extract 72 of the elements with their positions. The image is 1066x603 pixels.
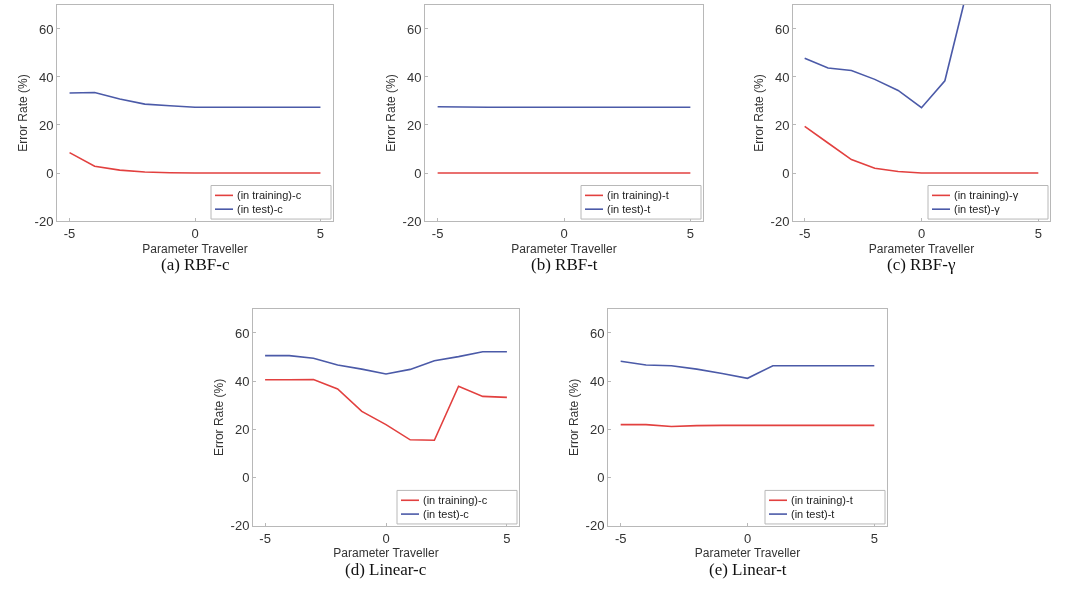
text: (a) RBF-c [161, 255, 230, 274]
y-tick-label: 0 [597, 470, 605, 486]
y-tick-label: 40 [589, 373, 605, 389]
x-tick-label: 0 [743, 530, 752, 546]
y-tick-label: 60 [774, 21, 790, 37]
x-tick-label: 5 [316, 225, 325, 241]
line-series [803, 4, 965, 109]
x-axis-title: Parameter Traveller [333, 546, 439, 561]
line-series [619, 360, 876, 380]
y-tick-label: -20 [230, 518, 250, 534]
legend-label: (in training)-γ [954, 189, 1019, 201]
x-tick-label: -5 [798, 225, 811, 241]
y-tick-label: -20 [770, 213, 790, 229]
y-tick-label: 20 [406, 117, 422, 133]
line-series [264, 350, 508, 375]
legend-label: (in training)-c [423, 494, 488, 506]
line-series [68, 91, 322, 109]
line-series [68, 151, 322, 174]
x-tick-label: 5 [1034, 225, 1042, 241]
y-tick-label: 40 [38, 69, 54, 85]
x-axis-title: Parameter Traveller [694, 546, 801, 561]
y-tick-label: 20 [38, 117, 54, 133]
x-tick-label: 0 [917, 225, 926, 241]
x-tick-label: 0 [191, 225, 199, 241]
y-tick-label: 60 [38, 21, 54, 37]
legend-label: (in test)-c [237, 203, 284, 215]
y-axis-title: Error Rate (%) [566, 378, 581, 457]
y-axis-title: Error Rate (%) [751, 74, 766, 152]
y-tick-label: 40 [774, 69, 790, 85]
y-tick-label: 20 [234, 422, 250, 437]
x-tick-label: -5 [259, 530, 271, 546]
y-tick-label: 20 [589, 422, 605, 437]
y-tick-label: 40 [234, 373, 250, 389]
legend-label: (in training)-t [607, 189, 669, 201]
x-tick-label: 5 [870, 530, 878, 546]
y-tick-label: 60 [234, 325, 250, 341]
x-tick-label: 5 [686, 225, 694, 241]
x-tick-label: -5 [431, 225, 444, 241]
y-tick-label: 0 [242, 470, 250, 486]
y-tick-label: -20 [34, 213, 54, 229]
y-axis-title: Error Rate (%) [15, 74, 30, 152]
x-axis-title: Parameter Traveller [868, 241, 975, 256]
text: (b) RBF-t [531, 255, 598, 274]
legend-label: (in training)-t [791, 494, 853, 506]
legend-label: (in test)-γ [954, 203, 1001, 215]
x-tick-label: -5 [614, 530, 627, 546]
y-tick-label: 0 [46, 165, 54, 181]
y-tick-label: -20 [402, 213, 422, 229]
text: (e) Linear-t [709, 560, 787, 579]
y-tick-label: 0 [414, 165, 422, 181]
x-tick-label: 0 [560, 225, 568, 241]
x-axis-title: Parameter Traveller [511, 241, 617, 256]
y-tick-label: 60 [406, 21, 422, 37]
y-tick-label: 20 [774, 117, 790, 133]
x-tick-label: -5 [63, 225, 76, 241]
y-tick-label: -20 [585, 518, 605, 534]
y-tick-label: 0 [782, 165, 790, 181]
line-series [264, 378, 508, 442]
x-tick-label: 0 [382, 530, 390, 546]
legend-label: (in test)-t [791, 508, 835, 520]
y-axis-title: Error Rate (%) [211, 378, 226, 457]
y-tick-label: 60 [589, 325, 605, 341]
legend-label: (in test)-t [607, 203, 651, 215]
text: (c) RBF-γ [887, 255, 956, 274]
legend-label: (in test)-c [423, 508, 470, 520]
x-axis-title: Parameter Traveller [142, 241, 248, 256]
x-tick-label: 5 [503, 530, 511, 546]
line-series [803, 125, 1040, 174]
legend-label: (in training)-c [237, 189, 302, 201]
text: (d) Linear-c [345, 560, 427, 579]
y-tick-label: 40 [406, 69, 422, 85]
y-axis-title: Error Rate (%) [383, 74, 398, 152]
